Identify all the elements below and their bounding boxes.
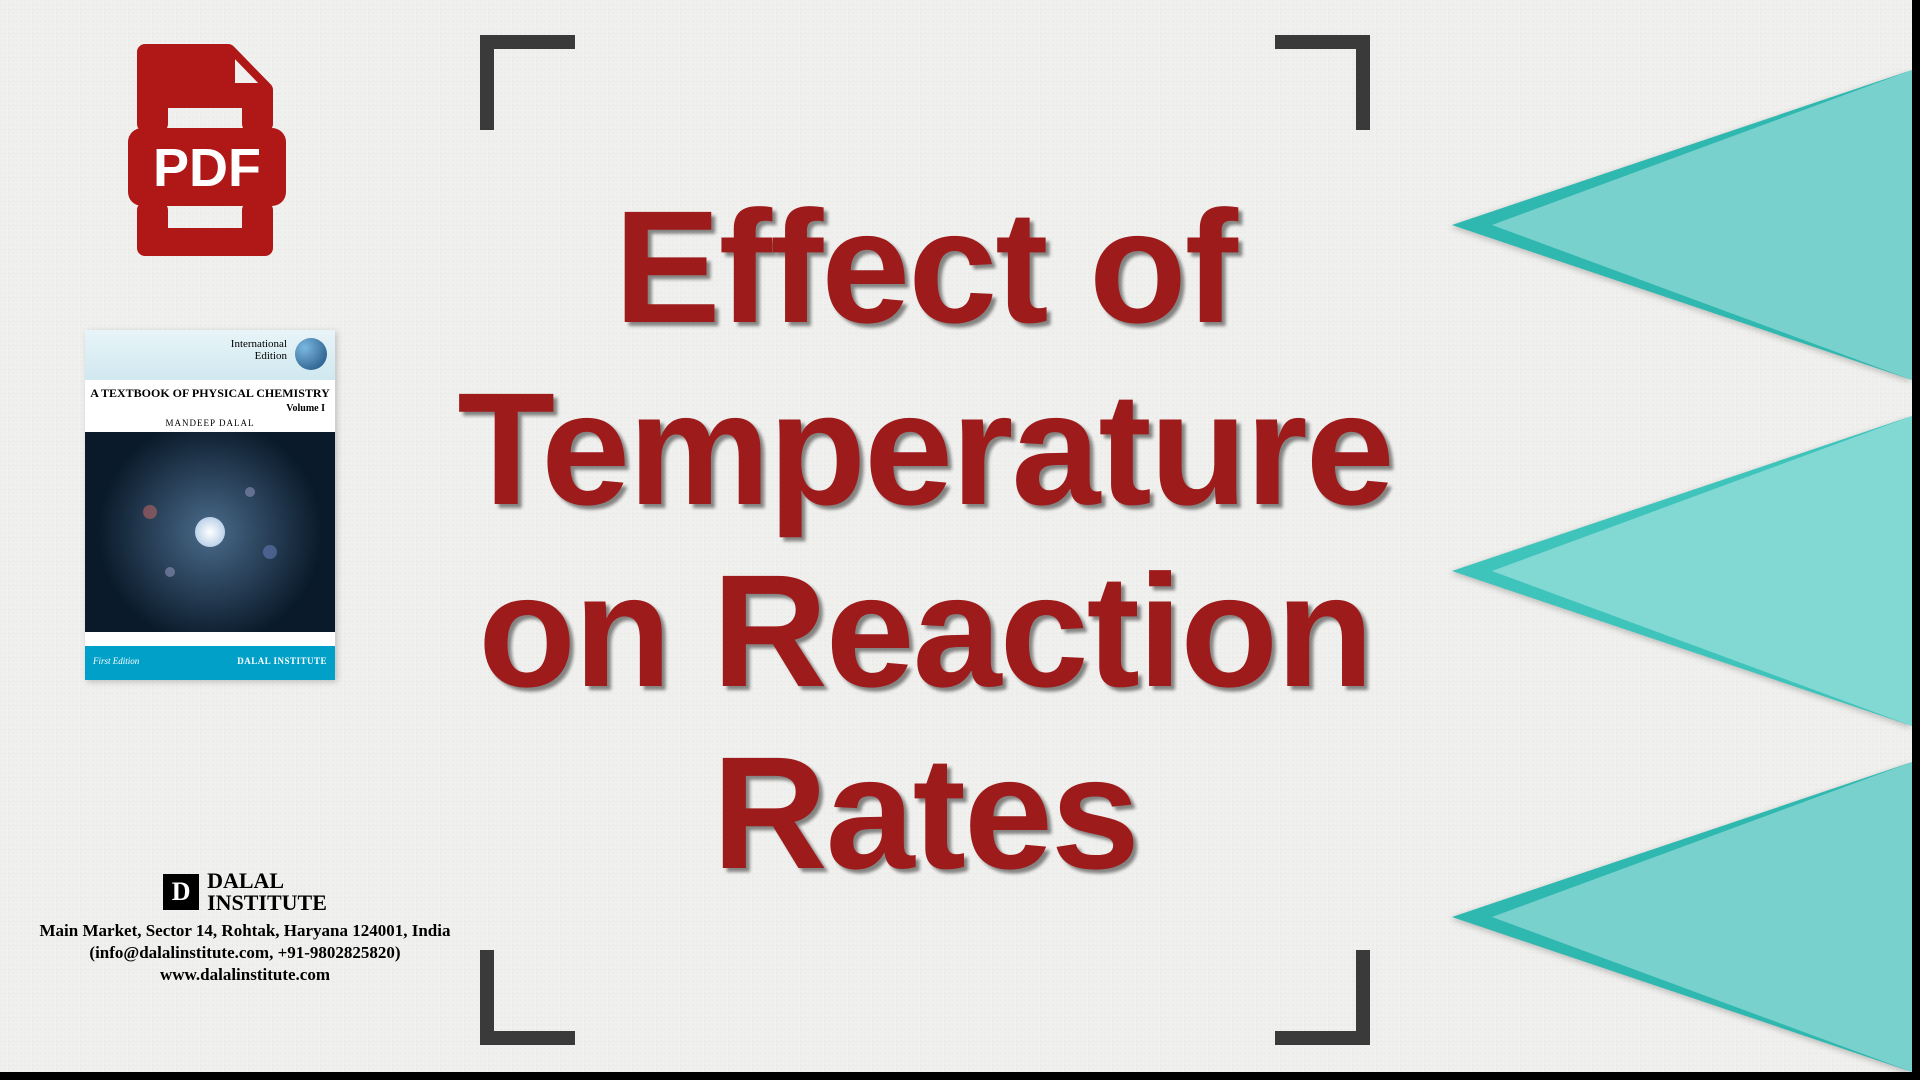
page-border-bottom bbox=[0, 1072, 1920, 1080]
title-line-2: Temperature bbox=[457, 365, 1392, 533]
institute-name-line1: DALAL bbox=[207, 870, 327, 892]
main-title: Effect of Temperature on Reaction Rates bbox=[480, 35, 1370, 1045]
book-cover-thumbnail[interactable]: International Edition A TEXTBOOK OF PHYS… bbox=[85, 330, 335, 680]
institute-name-line2: INSTITUTE bbox=[207, 892, 327, 914]
institute-website: www.dalalinstitute.com bbox=[30, 964, 460, 986]
title-frame: Effect of Temperature on Reaction Rates bbox=[480, 35, 1370, 1045]
institute-address: Main Market, Sector 14, Rohtak, Haryana … bbox=[30, 920, 460, 942]
book-cover-art bbox=[85, 432, 335, 632]
title-line-1: Effect of bbox=[614, 183, 1236, 351]
title-line-3: on Reaction bbox=[478, 547, 1372, 715]
triangle-3 bbox=[1452, 762, 1912, 1072]
institute-logo-icon: D bbox=[163, 874, 199, 910]
book-header: International Edition bbox=[85, 330, 335, 380]
book-footer: First Edition DALAL INSTITUTE bbox=[85, 646, 335, 680]
globe-icon bbox=[295, 338, 327, 370]
book-volume: Volume I bbox=[85, 403, 335, 414]
title-line-4: Rates bbox=[712, 729, 1138, 897]
triangle-2 bbox=[1452, 416, 1912, 726]
institute-name: DALAL INSTITUTE bbox=[207, 870, 327, 914]
book-author: MANDEEP DALAL bbox=[85, 414, 335, 432]
book-publisher: DALAL INSTITUTE bbox=[237, 656, 327, 670]
institute-contact: (info@dalalinstitute.com, +91-9802825820… bbox=[30, 942, 460, 964]
pdf-icon[interactable]: PDF bbox=[110, 40, 290, 260]
institute-info: D DALAL INSTITUTE Main Market, Sector 14… bbox=[30, 870, 460, 986]
pdf-label: PDF bbox=[153, 138, 261, 198]
page-border-right bbox=[1912, 0, 1920, 1080]
book-title: A TEXTBOOK OF PHYSICAL CHEMISTRY bbox=[85, 380, 335, 403]
book-edition-label: International Edition bbox=[231, 338, 287, 362]
triangle-1 bbox=[1452, 70, 1912, 380]
decorative-triangles bbox=[1352, 70, 1912, 1072]
book-edition: First Edition bbox=[93, 656, 139, 670]
